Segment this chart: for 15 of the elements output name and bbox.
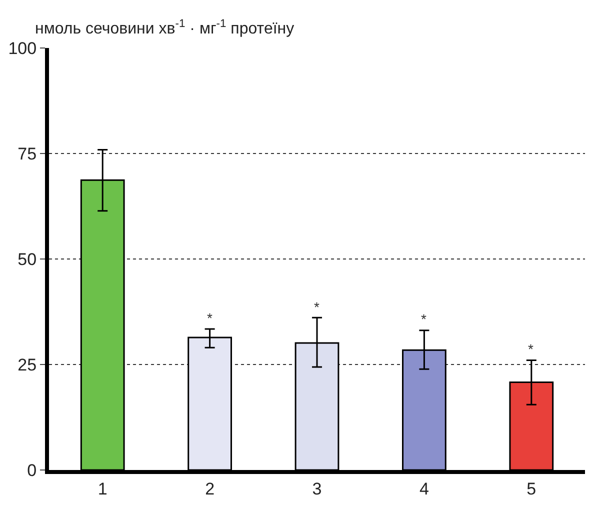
- annotation: *: [207, 310, 213, 326]
- y-tick-label: 75: [18, 144, 37, 164]
- y-tick-label: 50: [18, 250, 37, 269]
- x-tick-label: 2: [205, 479, 215, 498]
- x-tick-label: 4: [419, 479, 429, 498]
- annotation: *: [528, 341, 534, 357]
- x-tick-label: 5: [526, 479, 536, 498]
- y-tick-label: 0: [27, 460, 37, 480]
- annotation: *: [421, 311, 427, 327]
- annotation: *: [314, 299, 320, 315]
- x-tick-label: 1: [98, 479, 108, 498]
- y-axis-title: нмоль сечовини хв$^{-1}$ · мг$^{-1}$ протеїну: [35, 18, 294, 38]
- y-tick-label: 25: [18, 355, 37, 374]
- x-tick-label: 3: [312, 479, 322, 498]
- y-tick-label: 100: [8, 38, 37, 58]
